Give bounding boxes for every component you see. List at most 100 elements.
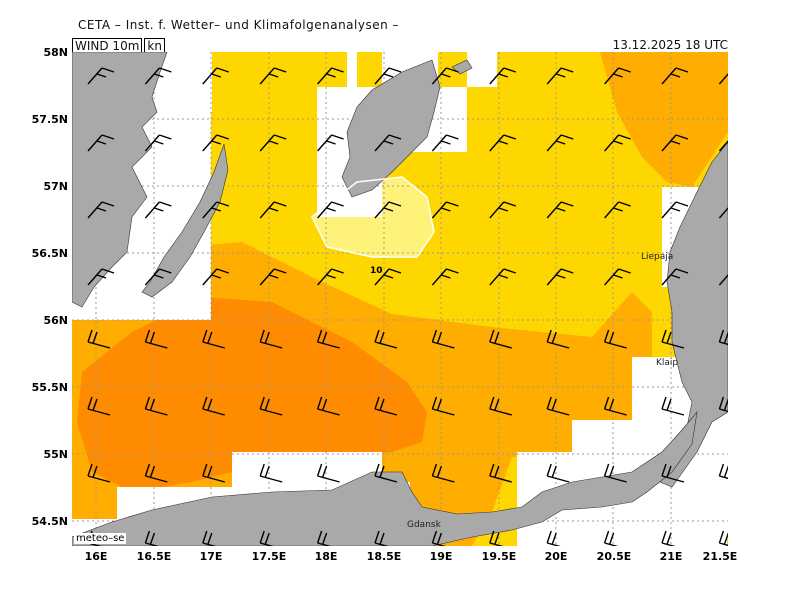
wind-barb [202,396,225,416]
wind-barb [87,329,111,349]
wind-barb [144,268,172,286]
lat-label: 56N [43,314,68,327]
wind-barb [431,530,447,546]
field-label: WIND 10m kn [72,38,167,54]
wind-barb [604,134,631,152]
wind-barb [259,329,283,349]
wind-barb [661,268,689,286]
wind-barb [374,463,398,483]
wind-barb [661,463,685,483]
land-gotska [451,59,473,75]
contour-10 [311,176,435,258]
wind-barb [374,201,402,219]
wind-barb [661,396,685,416]
wind-barb [317,268,344,286]
wind-barb [489,329,512,349]
wind-barb [546,201,574,219]
wind-barb [603,396,627,416]
wind-barb [202,268,230,286]
wind-barb [259,463,283,483]
wind-barb [374,329,398,349]
wind-barb [546,268,574,286]
wind-barb [718,207,728,219]
wind-barb [431,396,455,416]
lon-label: 19.5E [481,550,517,563]
wind-barb [87,201,115,219]
city-gdansk: Gdansk [407,520,441,530]
wind-barb [546,396,570,416]
wind-barb [489,268,517,286]
wind-barb [489,530,504,546]
valid-time: 13.12.2025 18 UTC [612,38,728,52]
wind-barb [718,396,728,413]
lon-label: 20.5E [596,550,632,563]
wind-barb [202,463,225,483]
wind-barb [718,140,728,152]
lat-label: 54.5N [31,515,68,528]
wind-barb [87,396,111,416]
wind-barb [202,134,230,152]
wind-barb [431,134,459,152]
wind-barb [603,530,619,546]
wind-barb [431,268,459,286]
wind-barb [431,463,455,483]
shade-25 [77,297,427,492]
wind-barb [259,396,283,416]
wind-barb [374,530,389,546]
lon-label: 20E [544,550,568,563]
city-klaipeda: Klaip [656,358,679,368]
wind-barb [144,201,172,219]
wind-barb [661,329,685,349]
wind-barb [144,463,168,483]
wind-barb [489,463,512,483]
shade-20-ne [600,52,728,187]
wind-barb [374,396,398,416]
land-sweden [72,52,168,308]
lat-label: 56.5N [31,247,68,260]
wind-barb [546,329,570,349]
wind-barb [546,134,574,152]
wind-barb [144,329,168,349]
wind-barb [718,530,728,546]
wind-barb [316,530,332,546]
wind-barb [317,134,344,152]
wind-barb [489,134,517,152]
wind-barb [431,67,459,85]
wind-barb [489,201,517,219]
lon-label: 21.5E [702,550,738,563]
lon-label: 17E [199,550,223,563]
wind-barb [144,530,160,546]
lat-label: 55.5N [31,381,68,394]
lon-label: 16.5E [136,550,172,563]
wind-barb [202,67,230,85]
wind-barb [718,73,728,85]
land-gotland [341,59,441,198]
wind-barb [718,274,728,286]
wind-barb [259,67,287,85]
contour-label: 10 [370,266,383,276]
city-liepaja: Liepaja [641,252,674,262]
wind-shading [72,52,728,546]
wind-barb [489,67,517,85]
wind-barb [718,463,728,480]
wind-barb [718,329,728,346]
wind-barbs [87,67,728,546]
wind-barb [144,134,172,152]
lon-label: 17.5E [251,550,287,563]
wind-barb [144,67,172,85]
lat-label: 57N [43,180,68,193]
credit: meteo–se [74,533,127,544]
wind-barb [87,268,115,286]
wind-barb [202,201,230,219]
wind-map [72,52,728,546]
wind-barb [546,530,561,546]
wind-barb [374,134,402,152]
wind-barb [202,530,217,546]
wind-barb [202,329,225,349]
wind-barb [259,134,287,152]
wind-barb [316,329,340,349]
wind-barb [603,329,627,349]
wind-barb [374,268,402,286]
wind-barb [661,134,689,152]
lon-label: 16E [84,550,108,563]
